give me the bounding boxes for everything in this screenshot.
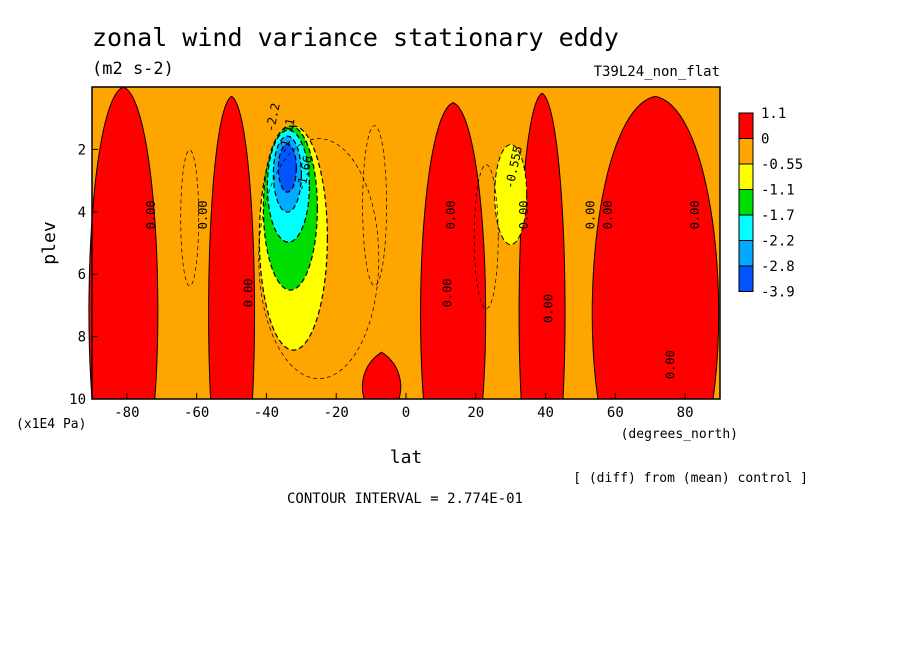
colorbar-swatch-2 xyxy=(738,163,754,190)
colorbar-swatch-0 xyxy=(738,112,754,139)
contour-label-zero-4: 0.00 xyxy=(440,278,454,307)
colorbar-label-0: 1.1 xyxy=(761,106,786,122)
secondary-anomaly xyxy=(494,144,528,246)
x-tick-label: -60 xyxy=(184,405,209,421)
colorbar-label-6: -2.8 xyxy=(761,259,795,275)
x-tick-label: -80 xyxy=(114,405,139,421)
contour-label-zero-6: 0.00 xyxy=(542,294,556,323)
positive-band-1 xyxy=(208,95,256,400)
x-tick-label: 80 xyxy=(677,405,694,421)
thin-contour-0 xyxy=(180,149,200,287)
y-tick-label: 2 xyxy=(78,142,86,158)
x-tick-label: 0 xyxy=(402,405,410,421)
chart-title: zonal wind variance stationary eddy xyxy=(92,23,619,52)
colorbar-label-4: -1.7 xyxy=(761,208,795,224)
positive-band-4 xyxy=(518,92,566,400)
colorbar-swatch-3 xyxy=(738,189,754,216)
y-axis-label: plev xyxy=(39,221,60,264)
colorbar-label-3: -1.1 xyxy=(761,183,795,199)
positive-band-2 xyxy=(361,351,402,400)
negative-contours xyxy=(180,125,499,379)
y-tick-label: 6 xyxy=(78,267,86,283)
negative-anomaly-region xyxy=(258,125,528,351)
x-axis-units: (degrees_north) xyxy=(621,427,738,442)
contour-label-zero-3: 0.00 xyxy=(444,200,458,229)
plot-area: 0.00 0.00 0.00 0.00 0.00 0.00 0.00 0.00 0.00 0.00… xyxy=(88,86,721,400)
anomaly-shell-4 xyxy=(277,143,297,193)
thin-contour-1 xyxy=(362,125,387,286)
colorbar-swatch-1 xyxy=(738,138,754,165)
y-axis-units: (x1E4 Pa) xyxy=(16,417,86,432)
contour-label-neg-3: -2.2 xyxy=(263,102,283,133)
x-axis-label: lat xyxy=(390,447,423,468)
colorbar: 1.1 0 -0.55 -1.1 -1.7 -2.2 -2.8 -3.9 xyxy=(738,106,803,301)
colorbar-swatch-6 xyxy=(738,265,754,292)
positive-band-3 xyxy=(420,102,487,400)
colorbar-label-1: 0 xyxy=(761,132,769,148)
contour-label-zero-9: 0.00 xyxy=(688,200,702,229)
x-tick-label: -40 xyxy=(254,405,279,421)
x-tick-label: 40 xyxy=(537,405,554,421)
thin-contour-3 xyxy=(258,138,380,379)
positive-band-5 xyxy=(591,95,720,400)
chart-units: (m2 s-2) xyxy=(92,59,174,79)
contour-label-zero-0: 0.00 xyxy=(144,200,158,229)
x-tick-label: 60 xyxy=(607,405,624,421)
contour-label-zero-5: 0.00 xyxy=(517,200,531,229)
diff-note: [ (diff) from (mean) control ] xyxy=(573,471,808,486)
colorbar-label-2: -0.55 xyxy=(761,157,803,173)
contour-label-zero-8: 0.00 xyxy=(601,200,615,229)
x-tick-label: 20 xyxy=(467,405,484,421)
colorbar-label-7: -3.9 xyxy=(761,285,795,301)
y-tick-label: 8 xyxy=(78,330,86,346)
run-label: T39L24_non_flat xyxy=(594,64,720,80)
contour-label-zero-7: 0.00 xyxy=(583,200,597,229)
x-axis: -80 -60 -40 -20 0 20 40 60 80 xyxy=(114,393,694,421)
contour-label-zero-1: 0.00 xyxy=(196,200,210,229)
x-tick-label: -20 xyxy=(324,405,349,421)
colorbar-label-5: -2.2 xyxy=(761,234,795,250)
contour-label-zero-10: 0.00 xyxy=(664,350,678,379)
thin-contour-2 xyxy=(473,164,499,310)
y-tick-label: 4 xyxy=(78,205,86,221)
y-tick-label: 10 xyxy=(69,392,86,408)
contour-label-zero-2: 0.00 xyxy=(241,278,255,307)
colorbar-swatch-5 xyxy=(738,240,754,267)
y-axis: 2 4 6 8 10 xyxy=(69,142,98,408)
positive-bands xyxy=(88,86,720,400)
contour-interval: CONTOUR INTERVAL = 2.774E-01 xyxy=(287,491,523,507)
colorbar-swatch-4 xyxy=(738,214,754,241)
